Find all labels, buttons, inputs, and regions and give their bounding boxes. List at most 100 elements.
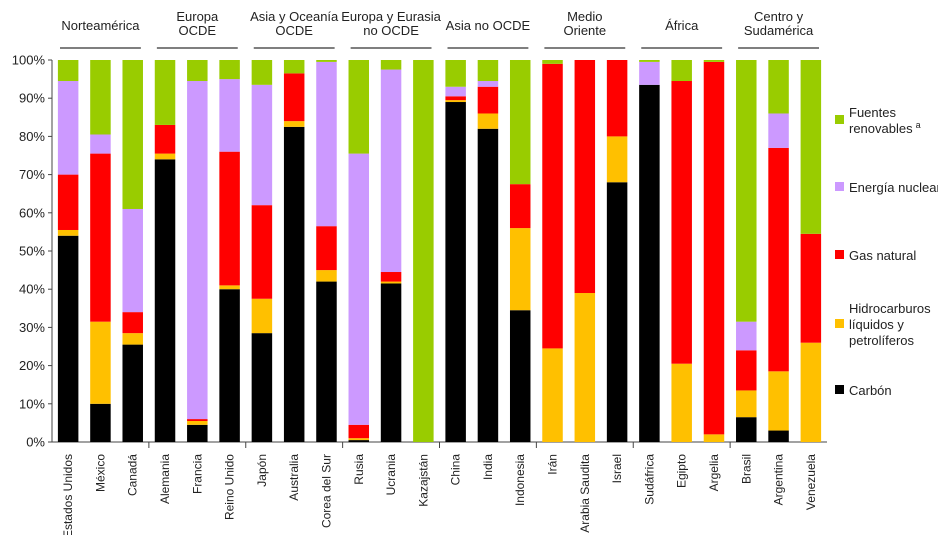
- bar-segment: [800, 342, 822, 442]
- bar-segment: [768, 430, 789, 442]
- country-label: Israel: [610, 454, 624, 483]
- country-label: Kazajstán: [416, 454, 430, 507]
- bar-segment: [639, 61, 660, 85]
- bar-segment: [606, 182, 628, 443]
- group-label: OCDE: [275, 23, 313, 38]
- bar-segment: [154, 124, 176, 154]
- legend-swatch: [835, 182, 844, 191]
- bar-segment: [509, 310, 531, 442]
- country-label: Venezuela: [804, 454, 818, 510]
- bar-segment: [187, 419, 208, 421]
- bar-segment: [606, 136, 628, 183]
- y-tick-label: 80%: [19, 129, 45, 144]
- bar-segment: [219, 79, 240, 152]
- bar-segment: [736, 60, 757, 322]
- bar-segment: [57, 235, 79, 442]
- bar-segment: [477, 86, 499, 114]
- y-tick-label: 30%: [19, 320, 45, 335]
- bar-segment: [154, 153, 176, 160]
- bar-segment: [283, 60, 305, 74]
- legend-swatch: [835, 250, 844, 259]
- y-tick-label: 100%: [12, 53, 46, 68]
- y-tick-label: 50%: [19, 244, 45, 259]
- legend-superscript: a: [916, 120, 921, 130]
- country-label: Canadá: [126, 454, 140, 496]
- bar-segment: [542, 60, 563, 64]
- group-label: Norteamérica: [61, 18, 140, 33]
- bar-segment: [477, 60, 499, 82]
- bar-segment: [57, 60, 79, 82]
- bar-segment: [445, 86, 466, 97]
- bar-segment: [380, 281, 402, 284]
- bar-segment: [348, 440, 370, 442]
- country-label: Corea del Sur: [319, 454, 333, 528]
- group-label: Sudamérica: [744, 23, 814, 38]
- bar-segment: [380, 283, 402, 442]
- country-label: Australia: [287, 454, 301, 501]
- bar-segment: [219, 151, 240, 286]
- bar-segment: [283, 73, 305, 122]
- legend-label: Fuentes: [849, 105, 896, 120]
- bar-segment: [251, 60, 273, 85]
- legend-label: Hidrocarburos: [849, 301, 931, 316]
- legend-label: líquidos y: [849, 317, 904, 332]
- bar-segment: [445, 100, 466, 103]
- bar-segment: [316, 270, 337, 282]
- legend-label: petrolíferos: [849, 333, 915, 348]
- bar-segment: [768, 147, 789, 372]
- bar-segment: [477, 128, 499, 442]
- bar-segment: [606, 60, 628, 137]
- country-label: Arabia Saudita: [578, 454, 592, 533]
- bar-segment: [736, 390, 757, 418]
- bar-segment: [187, 60, 208, 82]
- legend-label: Carbón: [849, 383, 892, 398]
- bar-segment: [219, 289, 240, 442]
- y-tick-label: 10%: [19, 396, 45, 411]
- bar-segment: [316, 60, 337, 62]
- group-label: Asia no OCDE: [446, 18, 531, 33]
- bar-segment: [509, 184, 531, 229]
- bar-segment: [703, 61, 725, 435]
- bar-segment: [154, 159, 176, 442]
- bar-segment: [800, 233, 822, 343]
- bar-segment: [703, 60, 725, 62]
- group-label: Medio: [567, 9, 602, 24]
- legend-label: Gas natural: [849, 248, 916, 263]
- bar-segment: [671, 363, 692, 442]
- country-label: Alemania: [158, 454, 172, 504]
- country-label: Sudáfrica: [642, 454, 656, 505]
- bar-segment: [57, 229, 79, 236]
- bar-segment: [122, 208, 143, 313]
- bar-segment: [90, 134, 111, 154]
- bar-segment: [57, 174, 79, 230]
- bar-segment: [703, 434, 725, 442]
- bar-segment: [122, 60, 143, 209]
- bar-segment: [316, 281, 337, 442]
- bar-segment: [90, 321, 111, 404]
- bar-segment: [219, 60, 240, 80]
- bar-segment: [509, 60, 531, 185]
- bar-segment: [413, 60, 434, 442]
- bar-segment: [316, 61, 337, 227]
- bar-segment: [639, 60, 660, 62]
- bar-segment: [445, 96, 466, 101]
- country-label: Indonesia: [513, 454, 527, 506]
- legend-swatch: [835, 115, 844, 124]
- bar-segment: [736, 417, 757, 442]
- bar-segment: [122, 333, 143, 345]
- bar-segment: [122, 312, 143, 334]
- bar-segment: [90, 153, 111, 322]
- bar-segment: [671, 60, 692, 82]
- y-tick-label: 70%: [19, 167, 45, 182]
- group-label: Centro y: [754, 9, 804, 24]
- bar-segment: [154, 60, 176, 125]
- bar-segment: [251, 298, 273, 334]
- bar-segment: [283, 121, 305, 127]
- bar-segment: [187, 420, 208, 425]
- bar-segment: [348, 153, 370, 425]
- bar-segment: [348, 424, 370, 439]
- country-label: Ucrania: [384, 454, 398, 496]
- bar-segment: [736, 321, 757, 351]
- country-label: Reino Unido: [223, 454, 237, 520]
